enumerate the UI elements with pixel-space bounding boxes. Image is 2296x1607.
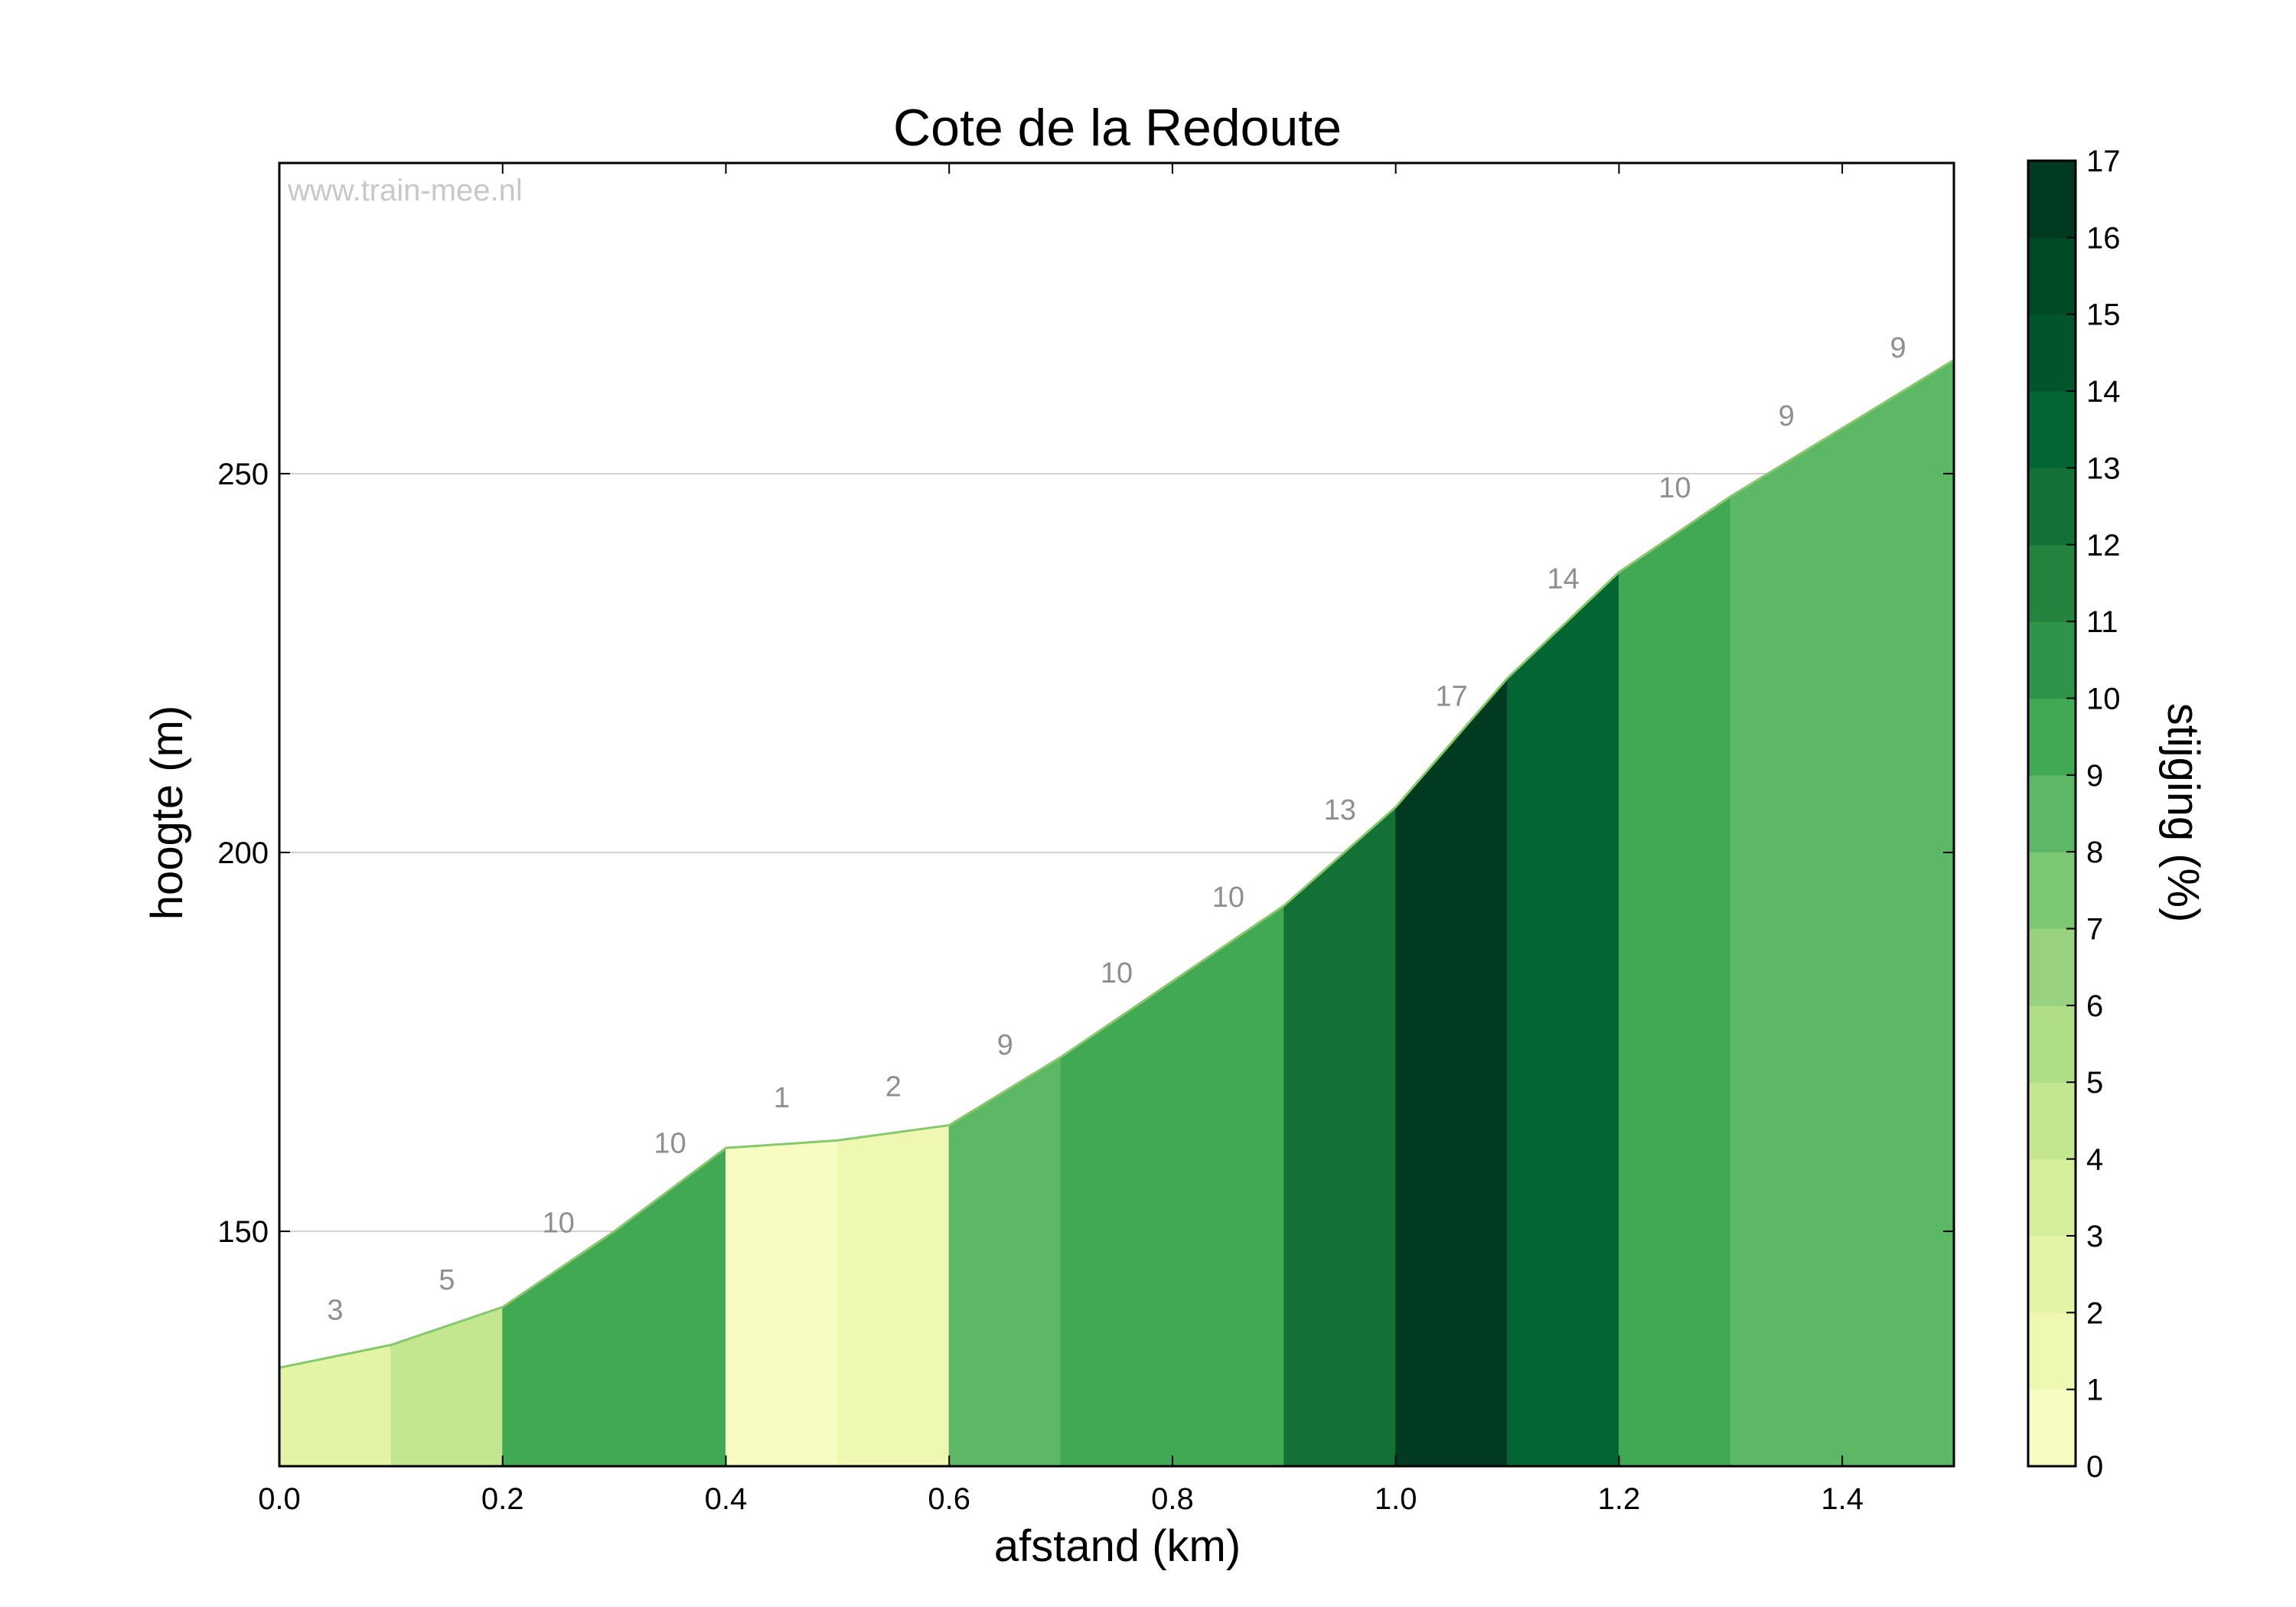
y-tick-label: 150 bbox=[217, 1215, 269, 1249]
x-axis-title: afstand (km) bbox=[994, 1521, 1241, 1571]
colorbar-band bbox=[2028, 774, 2076, 852]
gradient-label: 3 bbox=[327, 1294, 343, 1326]
x-tick-label: 0.8 bbox=[1151, 1482, 1194, 1516]
colorbar-title: stijging (%) bbox=[2158, 703, 2208, 923]
profile-segment bbox=[1060, 980, 1173, 1467]
colorbar-band bbox=[2028, 1005, 2076, 1083]
gradient-label: 9 bbox=[1779, 400, 1795, 432]
gradient-label: 10 bbox=[1101, 957, 1133, 989]
profile-segment bbox=[1730, 427, 1843, 1467]
colorbar-band bbox=[2028, 391, 2076, 469]
profile-segment bbox=[1283, 806, 1397, 1467]
colorbar-band bbox=[2028, 1082, 2076, 1160]
x-tick-label: 0.2 bbox=[481, 1482, 524, 1516]
colorbar-tick-label: 3 bbox=[2086, 1220, 2103, 1253]
profile-segment bbox=[1841, 359, 1955, 1467]
colorbar-band bbox=[2028, 1389, 2076, 1467]
y-axis-title: hoogte (m) bbox=[142, 706, 192, 920]
gradient-label: 13 bbox=[1324, 794, 1356, 826]
profile-segment bbox=[837, 1124, 950, 1467]
gradient-label: 10 bbox=[1212, 882, 1244, 914]
colorbar-tick-label: 8 bbox=[2086, 836, 2103, 869]
colorbar-band bbox=[2028, 544, 2076, 622]
profile-segment bbox=[1172, 905, 1285, 1467]
colorbar-tick-label: 17 bbox=[2086, 145, 2121, 178]
colorbar-band bbox=[2028, 237, 2076, 315]
x-tick-label: 1.2 bbox=[1598, 1482, 1641, 1516]
x-axis: 0.0 0.2 0.4 0.6 0.8 1.0 1.2 1.4 bbox=[258, 163, 1864, 1516]
colorbar-band bbox=[2028, 852, 2076, 930]
colorbar-tick-label: 9 bbox=[2086, 759, 2103, 793]
plot-frame bbox=[278, 161, 1955, 1468]
colorbar-band bbox=[2028, 1312, 2076, 1390]
colorbar-tick-label: 14 bbox=[2086, 375, 2121, 409]
x-tick-label: 0.4 bbox=[705, 1482, 748, 1516]
gradient-label: 10 bbox=[654, 1128, 686, 1160]
colorbar-band bbox=[2028, 314, 2076, 392]
colorbar-band bbox=[2028, 161, 2076, 238]
colorbar-band bbox=[2028, 1235, 2076, 1313]
gradient-label: 17 bbox=[1435, 680, 1467, 712]
gradient-label: 10 bbox=[543, 1208, 575, 1240]
profile-line bbox=[279, 359, 1955, 1369]
plot-area: 3 5 10 10 1 2 9 10 10 13 17 14 10 9 9 bbox=[279, 332, 1955, 1467]
gradient-label: 14 bbox=[1547, 563, 1579, 595]
colorbar-tick-label: 6 bbox=[2086, 989, 2103, 1023]
colorbar-band bbox=[2028, 1159, 2076, 1237]
colorbar-band bbox=[2028, 621, 2076, 699]
x-tick-label: 1.0 bbox=[1375, 1482, 1417, 1516]
colorbar-tick-label: 0 bbox=[2086, 1450, 2103, 1484]
colorbar-tick-label: 7 bbox=[2086, 913, 2103, 947]
profile-segment bbox=[1395, 676, 1508, 1467]
colorbar-tick-label: 4 bbox=[2086, 1143, 2103, 1177]
colorbar-tick-label: 11 bbox=[2086, 605, 2118, 639]
gradient-label: 5 bbox=[439, 1264, 455, 1296]
gradient-label: 10 bbox=[1658, 472, 1691, 504]
profile-segment bbox=[1618, 495, 1731, 1467]
profile-segment bbox=[948, 1056, 1062, 1467]
profile-segment bbox=[725, 1139, 838, 1467]
y-tick-label: 200 bbox=[217, 836, 269, 870]
x-tick-label: 0.6 bbox=[928, 1482, 970, 1516]
colorbar-frame bbox=[2027, 159, 2077, 1468]
y-tick-label: 250 bbox=[217, 458, 269, 491]
y-axis: 150 200 250 bbox=[217, 458, 1954, 1249]
colorbar-band bbox=[2028, 468, 2076, 546]
gradient-label: 9 bbox=[997, 1029, 1013, 1061]
profile-segment bbox=[1507, 571, 1619, 1467]
gradient-label: 2 bbox=[885, 1071, 902, 1103]
watermark-text: www.train-mee.nl bbox=[287, 174, 523, 207]
colorbar-band bbox=[2028, 698, 2076, 776]
colorbar-tick-label: 15 bbox=[2086, 298, 2121, 332]
gradient-label: 9 bbox=[1890, 332, 1906, 364]
colorbar-tick-label: 12 bbox=[2086, 529, 2121, 562]
colorbar-tick-label: 10 bbox=[2086, 682, 2121, 715]
colorbar-band bbox=[2028, 928, 2076, 1006]
colorbar-tick-label: 1 bbox=[2086, 1374, 2103, 1407]
gradient-label: 1 bbox=[774, 1082, 790, 1114]
colorbar-tick-label: 13 bbox=[2086, 451, 2121, 485]
colorbar-tick-label: 2 bbox=[2086, 1296, 2103, 1330]
x-tick-label: 1.4 bbox=[1821, 1482, 1864, 1516]
chart-title: Cote de la Redoute bbox=[893, 99, 1342, 157]
colorbar-tick-label: 5 bbox=[2086, 1066, 2103, 1100]
colorbar-tick-label: 16 bbox=[2086, 221, 2121, 255]
x-tick-label: 0.0 bbox=[258, 1482, 301, 1516]
